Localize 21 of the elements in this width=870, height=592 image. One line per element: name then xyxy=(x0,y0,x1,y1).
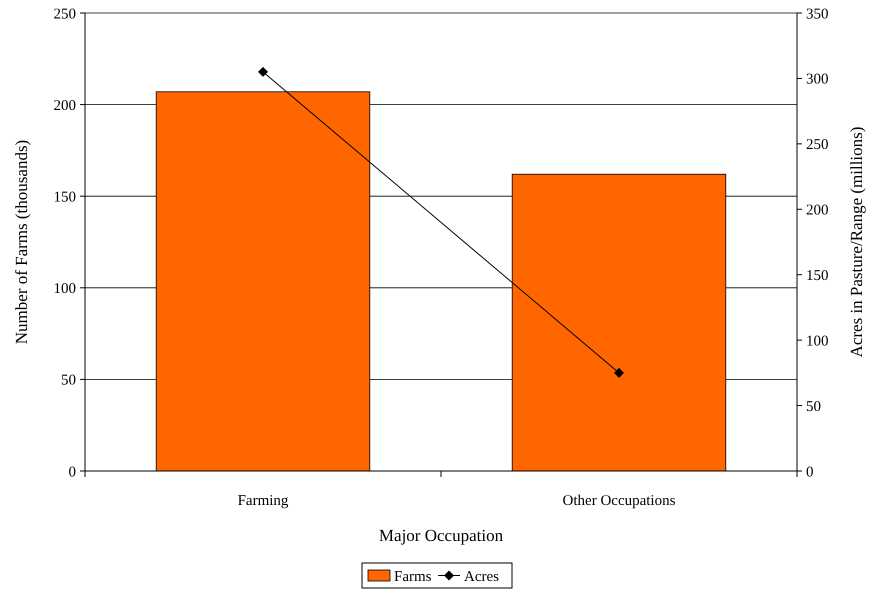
x-tick-label: Other Occupations xyxy=(562,493,676,509)
y2-tick-label: 350 xyxy=(806,6,828,22)
y2-tick-label: 50 xyxy=(806,398,821,415)
legend-label: Acres xyxy=(464,568,500,585)
y2-axis-title: Acres in Pasture/Range (millions) xyxy=(847,126,866,358)
x-tick-label: Farming xyxy=(238,493,289,509)
y2-tick-label: 0 xyxy=(806,464,814,480)
y-tick-label: 50 xyxy=(61,372,76,389)
legend-label: Farms xyxy=(394,568,432,585)
x-axis-title: Major Occupation xyxy=(378,526,504,545)
y-tick-label: 0 xyxy=(68,464,76,480)
y-tick-label: 150 xyxy=(54,189,76,206)
y2-tick-label: 100 xyxy=(806,333,828,350)
y2-tick-label: 250 xyxy=(806,137,828,154)
y2-tick-label: 300 xyxy=(806,72,828,88)
y-tick-label: 100 xyxy=(54,281,76,298)
y2-tick-label: 200 xyxy=(806,202,828,219)
y-axis-title: Number of Farms (thousands) xyxy=(12,140,31,344)
y-tick-label: 200 xyxy=(54,98,76,114)
y-tick-label: 250 xyxy=(54,6,76,22)
y2-tick-label: 150 xyxy=(806,268,828,284)
